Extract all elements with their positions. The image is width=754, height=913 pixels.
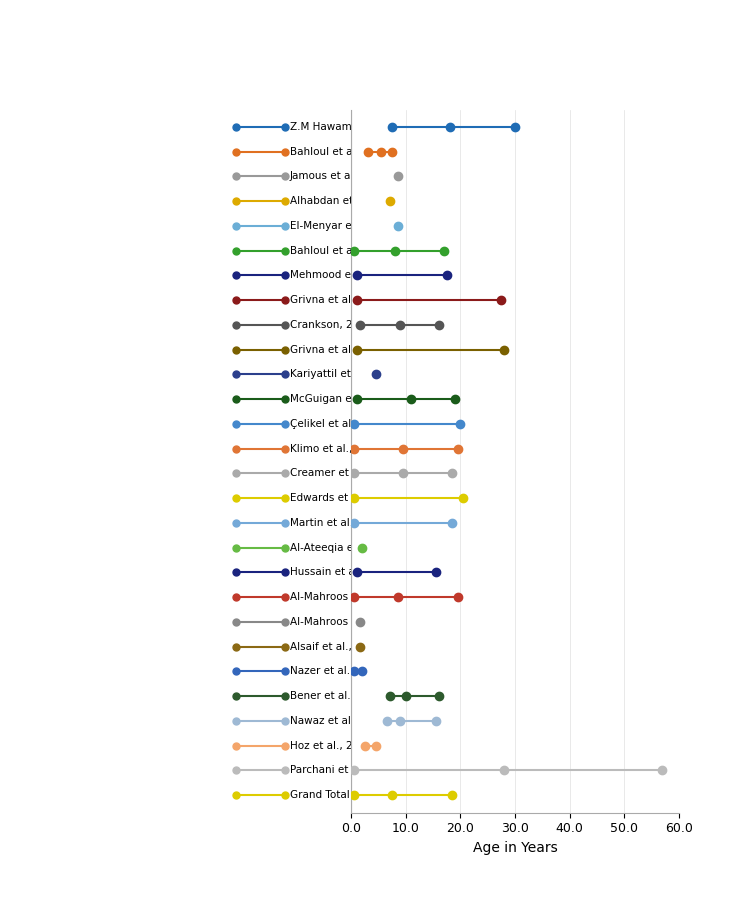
Text: Edwards et al., 2012: Edwards et al., 2012 [290, 493, 397, 503]
Text: Klimo et al., 2015: Klimo et al., 2015 [290, 444, 382, 454]
Text: Grivna et al., 2013: Grivna et al., 2013 [290, 295, 387, 305]
Text: Nazer et al., 1988 (case study): Nazer et al., 1988 (case study) [290, 666, 450, 677]
Text: Crankson, 2006: Crankson, 2006 [290, 320, 372, 330]
Text: Al-Ateeqia et al., 2002: Al-Ateeqia et al., 2002 [290, 542, 406, 552]
Text: Kariyattil et al., 2012 (case study): Kariyattil et al., 2012 (case study) [290, 370, 467, 380]
Text: McGuigan et al.,: McGuigan et al., [290, 394, 375, 404]
Text: Hoz et al., 2019: Hoz et al., 2019 [290, 740, 372, 750]
Text: Bener et al., 2005: Bener et al., 2005 [290, 691, 383, 701]
Text: Martin et al., 2010: Martin et al., 2010 [290, 518, 385, 528]
Text: Parchani et al., 2013: Parchani et al., 2013 [290, 765, 397, 775]
Text: Çelikel et al., 2015: Çelikel et al., 2015 [290, 419, 388, 429]
Text: Bahloul et al., 2009: Bahloul et al., 2009 [290, 147, 391, 157]
Text: Al-Mahroos & Al-Amer, 2012: Al-Mahroos & Al-Amer, 2012 [290, 593, 437, 603]
Text: Creamer et al., 2009: Creamer et al., 2009 [290, 468, 397, 478]
Text: Z.M Hawamdeh et al., 2011: Z.M Hawamdeh et al., 2011 [290, 122, 434, 131]
Text: Alhabdan et al., 2013: Alhabdan et al., 2013 [290, 196, 402, 206]
Text: Hussain et al., 2019: Hussain et al., 2019 [290, 568, 394, 577]
Text: El-Menyar et al., 2017: El-Menyar et al., 2017 [290, 221, 404, 231]
Text: Grivna et al., 2013b: Grivna et al., 2013b [290, 345, 394, 354]
Text: Bahloul et al., 2009(b): Bahloul et al., 2009(b) [290, 246, 406, 256]
Text: Al-Mahroos et al., 2011: Al-Mahroos et al., 2011 [290, 617, 410, 627]
Text: Alsaif et al., 2013: Alsaif et al., 2013 [290, 642, 382, 652]
X-axis label: Age in Years: Age in Years [473, 841, 557, 855]
Text: Jamous et al., 2009: Jamous et al., 2009 [290, 172, 391, 182]
Text: Nawaz et al., 2015: Nawaz et al., 2015 [290, 716, 387, 726]
Text: Mehmood et al., 2018: Mehmood et al., 2018 [290, 270, 404, 280]
Text: Grand Total Mean: Grand Total Mean [290, 791, 381, 800]
